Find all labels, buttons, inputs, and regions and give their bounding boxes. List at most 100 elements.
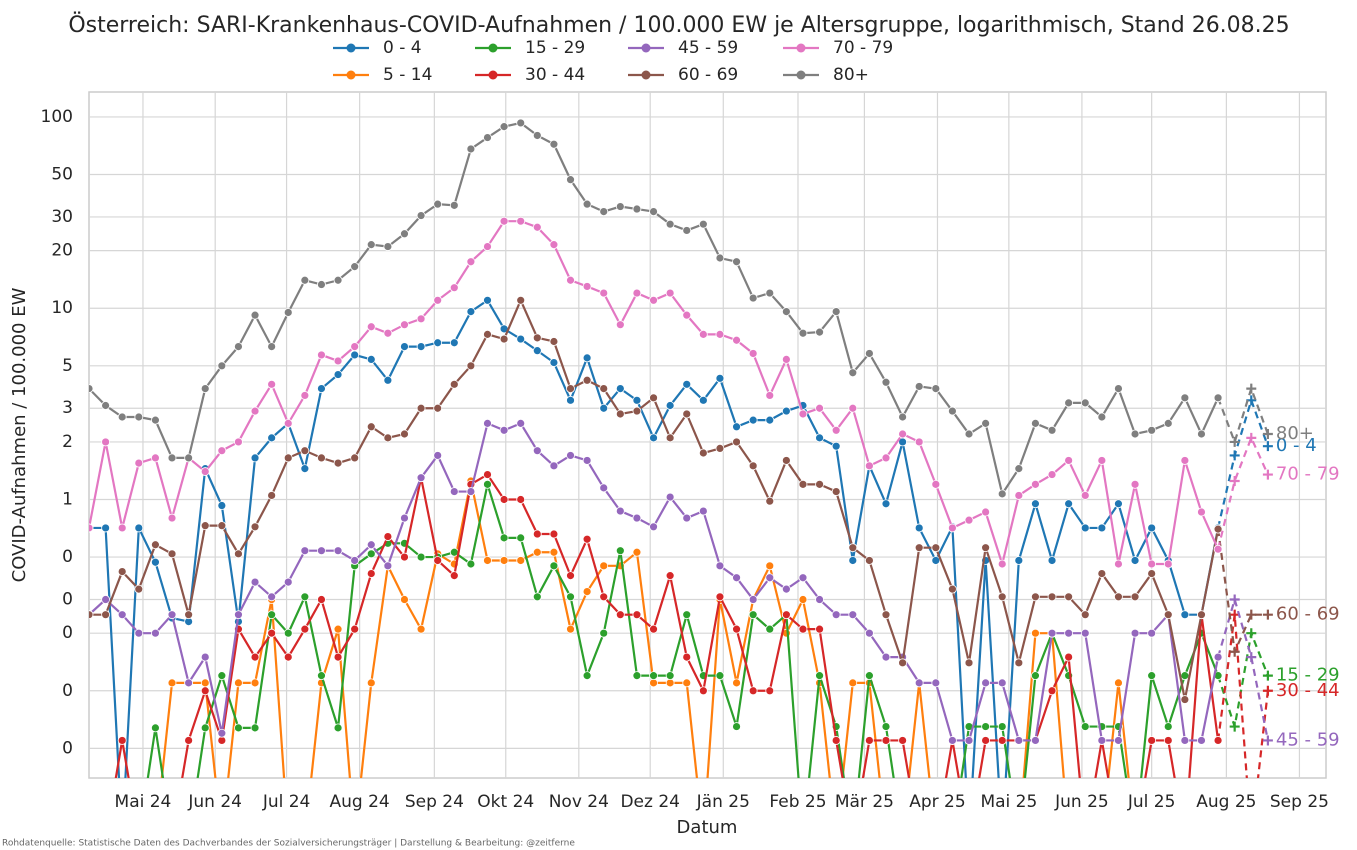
point-marker <box>781 456 791 465</box>
point-marker <box>682 610 692 620</box>
point-marker <box>283 418 293 428</box>
series-line-dashed <box>1217 385 1269 446</box>
point-marker <box>864 628 874 638</box>
x-tick-label: Mai 24 <box>115 792 172 812</box>
point-marker <box>483 295 492 305</box>
point-marker <box>333 275 343 285</box>
point-marker <box>101 437 111 447</box>
point-marker <box>715 443 725 453</box>
point-marker <box>466 257 476 267</box>
point-marker <box>366 355 376 364</box>
point-marker <box>1147 523 1157 533</box>
y-tick-label: 5 <box>62 356 73 376</box>
point-marker <box>1229 646 1240 657</box>
point-marker <box>582 671 592 681</box>
point-marker <box>1114 559 1123 569</box>
point-marker <box>483 556 492 565</box>
point-marker <box>932 834 940 842</box>
point-marker <box>815 479 824 489</box>
point-marker <box>499 495 509 504</box>
point-marker <box>665 678 675 688</box>
point-marker <box>765 288 775 298</box>
legend-label: 30 - 44 <box>525 65 585 85</box>
point-marker <box>466 307 476 317</box>
point-marker <box>317 595 326 604</box>
point-marker <box>317 280 326 289</box>
point-marker <box>881 453 891 463</box>
point-marker <box>649 522 658 532</box>
y-tick-label: 0 <box>62 547 73 567</box>
point-marker <box>400 513 409 523</box>
point-marker <box>217 521 227 531</box>
point-marker <box>1147 736 1157 745</box>
point-marker <box>250 678 260 688</box>
point-marker <box>167 678 177 688</box>
point-marker <box>400 320 409 330</box>
point-marker <box>267 628 277 638</box>
point-marker <box>549 547 559 557</box>
point-marker <box>582 375 592 385</box>
point-marker <box>914 437 924 447</box>
source-note: Rohdatenquelle: Statistische Daten des D… <box>2 839 575 849</box>
point-marker <box>566 624 575 634</box>
point-marker <box>1080 722 1090 731</box>
point-marker <box>549 358 559 367</box>
point-marker <box>234 549 243 559</box>
x-axis-label: Datum <box>677 817 738 838</box>
point-marker <box>582 456 592 465</box>
point-marker <box>981 543 991 553</box>
point-marker <box>981 507 991 517</box>
point-marker <box>1014 464 1024 474</box>
point-marker <box>1262 609 1273 620</box>
point-marker <box>134 458 144 468</box>
point-marker <box>1197 507 1206 517</box>
point-marker <box>1014 556 1024 565</box>
point-marker <box>167 549 177 559</box>
point-marker <box>1246 652 1257 663</box>
point-marker <box>615 506 625 516</box>
point-marker <box>931 678 941 688</box>
point-marker <box>1081 834 1089 842</box>
point-marker <box>965 834 973 842</box>
point-marker <box>234 610 243 620</box>
point-marker <box>881 722 891 731</box>
point-marker <box>1180 671 1190 681</box>
point-marker <box>815 595 824 604</box>
point-marker <box>300 592 310 602</box>
point-marker <box>267 379 277 389</box>
point-marker <box>89 523 94 533</box>
point-marker <box>532 131 542 140</box>
point-marker <box>483 133 492 142</box>
y-tick-label: 0 <box>62 590 73 610</box>
series-line-dashed <box>1216 396 1269 529</box>
point-marker <box>997 559 1007 569</box>
point-marker <box>665 492 675 502</box>
point-marker <box>732 624 741 634</box>
point-marker <box>799 834 807 842</box>
point-marker <box>1047 592 1057 602</box>
point-marker <box>250 723 260 733</box>
point-marker <box>599 628 609 638</box>
point-marker <box>864 736 874 745</box>
legend-swatch <box>488 70 498 80</box>
point-marker <box>632 671 642 681</box>
y-tick-label: 2 <box>62 432 73 452</box>
end-label: 70 - 79 <box>1276 464 1340 485</box>
point-marker <box>948 834 956 842</box>
x-tick-label: Mai 25 <box>980 792 1037 812</box>
point-marker <box>881 377 891 387</box>
point-marker <box>815 433 824 443</box>
point-marker <box>1031 628 1040 638</box>
point-marker <box>914 543 924 553</box>
point-marker <box>167 610 177 620</box>
point-marker <box>915 834 923 842</box>
point-marker <box>549 461 559 471</box>
point-marker <box>234 437 243 447</box>
point-marker <box>1262 469 1273 480</box>
y-tick-label: 100 <box>41 107 73 127</box>
point-marker <box>665 433 675 443</box>
point-marker <box>200 384 210 393</box>
point-marker <box>516 334 526 344</box>
point-marker <box>1114 834 1122 842</box>
